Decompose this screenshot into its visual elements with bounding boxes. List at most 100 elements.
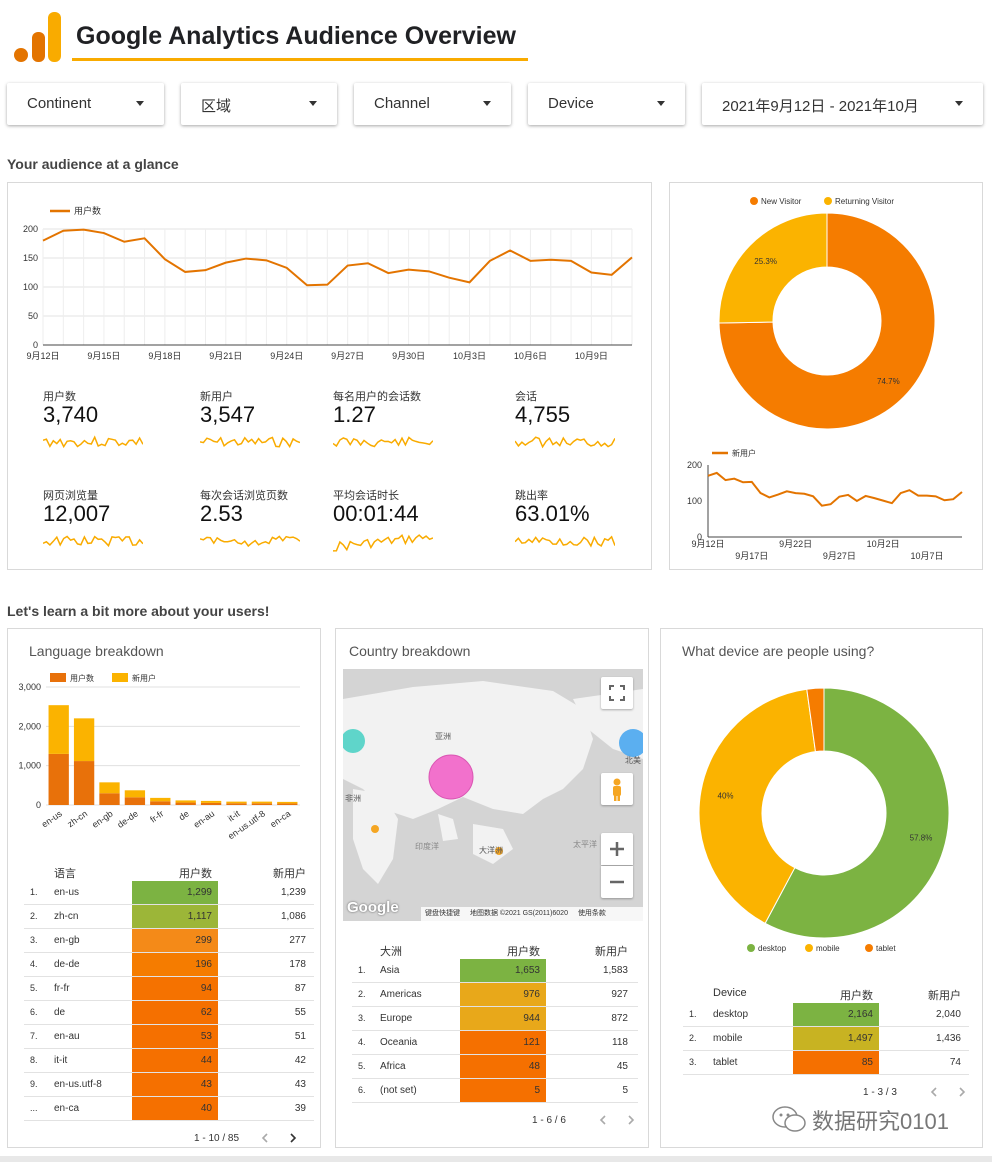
- bar-users-en-us: [48, 753, 69, 805]
- kpi-sparkline-6: [333, 534, 433, 552]
- date-range-filter[interactable]: 2021年9月12日 - 2021年10月: [702, 83, 983, 125]
- chevron-down-icon: [309, 101, 317, 106]
- row-users-cell: 2,164: [793, 1003, 879, 1026]
- row-name: en-au: [54, 1031, 80, 1042]
- row-index: 5.: [30, 983, 38, 993]
- x-tick-label: de: [177, 808, 191, 822]
- bar-newusers-en-au: [200, 800, 222, 803]
- table-row: 7. en-au 53 51: [24, 1025, 314, 1049]
- row-index: 3.: [689, 1057, 697, 1067]
- row-new-users: 1,086: [280, 911, 306, 922]
- row-name: mobile: [713, 1033, 743, 1044]
- row-name: de: [54, 1007, 66, 1018]
- legend-label: 新用户: [132, 673, 156, 683]
- legend-label: 新用户: [732, 448, 756, 458]
- x-tick-label: 10月9日: [575, 351, 608, 361]
- table-header-name: 语言: [54, 868, 76, 880]
- sparkline-path: [333, 436, 433, 448]
- x-tick-label: 9月15日: [87, 351, 120, 361]
- row-name: Asia: [380, 965, 400, 976]
- y-tick-label: 0: [36, 800, 41, 810]
- prev-page-button[interactable]: [927, 1085, 941, 1099]
- row-index: 4.: [30, 959, 38, 969]
- legend-label: Returning Visitor: [835, 197, 894, 206]
- x-tick-label: 10月7日: [910, 551, 943, 561]
- row-name: Europe: [380, 1013, 413, 1024]
- row-name: Americas: [380, 989, 422, 1000]
- legend-swatch: [50, 673, 66, 682]
- watermark-text: 数据研究0101: [812, 1109, 949, 1134]
- y-tick-label: 0: [697, 532, 702, 542]
- kpi-value-5: 2.53: [200, 501, 243, 526]
- next-page-button[interactable]: [624, 1113, 638, 1127]
- device-pie-chart: 57.8% 40% desktop mobile tablet: [698, 687, 950, 953]
- sparkline-path: [43, 535, 143, 548]
- ga-logo: [12, 10, 62, 64]
- table-row: 2. zh-cn 1,117 1,086: [24, 905, 314, 929]
- fullscreen-button[interactable]: [601, 677, 633, 709]
- zoom-out-button[interactable]: [601, 866, 633, 898]
- table-header-users: 用户数: [179, 868, 212, 880]
- terms-link[interactable]: 使用条款: [577, 910, 606, 917]
- pegman-button[interactable]: [601, 773, 633, 805]
- pie-label: 40%: [718, 791, 734, 800]
- region-filter[interactable]: 区域: [181, 83, 337, 125]
- row-index: 2.: [30, 911, 38, 921]
- row-users-cell: 1,497: [793, 1027, 879, 1050]
- y-tick-label: 150: [23, 253, 38, 263]
- row-new-users: 178: [289, 959, 306, 970]
- row-new-users: 5: [622, 1085, 628, 1096]
- table-row: 9. en-us.utf-8 43 43: [24, 1073, 314, 1097]
- table-header-new: 新用户: [273, 868, 306, 880]
- chevron-left-icon: [599, 1115, 606, 1125]
- row-users-cell: 44: [132, 1049, 218, 1072]
- bottom-divider: [0, 1156, 992, 1162]
- table-row: 8. it-it 44 42: [24, 1049, 314, 1073]
- x-tick-label: 10月6日: [514, 351, 547, 361]
- table-row: 5. Africa 48 45: [352, 1055, 638, 1079]
- zoom-in-button[interactable]: [601, 833, 633, 865]
- row-name: zh-cn: [54, 911, 79, 922]
- y-tick-label: 100: [23, 282, 38, 292]
- row-index: 5.: [358, 1061, 366, 1071]
- device-filter[interactable]: Device: [528, 83, 685, 125]
- row-users-cell: 62: [132, 1001, 218, 1024]
- google-map-brand: Google: [347, 899, 399, 916]
- pager-label: 1 - 10 / 85: [194, 1133, 240, 1144]
- chevron-down-icon: [136, 101, 144, 106]
- row-new-users: 43: [294, 1079, 306, 1090]
- row-new-users: 55: [294, 1007, 306, 1018]
- bar-newusers-en-ca: [277, 801, 298, 804]
- keyboard-shortcuts-link[interactable]: 键盘快捷键: [425, 910, 460, 917]
- kpi-value-7: 63.01%: [515, 501, 590, 526]
- country-table: 大洲 用户数 新用户 1. Asia 1,653 1,583 2. Americas 976 927…: [352, 939, 638, 1139]
- device-table: Device 用户数 新用户 1. desktop 2,164 2,040 2. mobile 1…: [683, 983, 969, 1143]
- prev-page-button[interactable]: [596, 1113, 610, 1127]
- channel-filter[interactable]: Channel: [354, 83, 511, 125]
- bar-users-fr-fr: [150, 801, 171, 805]
- row-users-cell: 196: [132, 953, 218, 976]
- next-page-button[interactable]: [955, 1085, 969, 1099]
- row-users-cell: 121: [460, 1031, 546, 1054]
- table-row: 2. Americas 976 927: [352, 983, 638, 1007]
- x-tick-label: it-it: [226, 808, 242, 823]
- map-data-text: 地图数据 ©2021 GS(2011)6020: [469, 910, 568, 917]
- x-tick-label: en-us: [40, 808, 65, 829]
- chevron-right-icon: [628, 1115, 635, 1125]
- continent-filter[interactable]: Continent: [7, 83, 164, 125]
- x-tick-label: 9月18日: [148, 351, 181, 361]
- next-page-button[interactable]: [286, 1131, 300, 1145]
- row-users-cell: 94: [132, 977, 218, 1000]
- kpi-label-5: 每次会话浏览页数: [200, 490, 288, 502]
- audience-glance-card: 200 150 100 50 0 9月12日 9月15日 9月18日 9月21日 9月24日 9月2…: [7, 182, 652, 570]
- y-tick-label: 200: [23, 224, 38, 234]
- bar-users-zh-cn: [73, 761, 95, 805]
- world-map[interactable]: 亚洲 非洲 大洋洲 太平洋 印度洋 北美 Google 键盘快捷键 地图数据 ©…: [343, 669, 643, 921]
- prev-page-button[interactable]: [258, 1131, 272, 1145]
- bar-users-en-au: [200, 802, 222, 805]
- row-index: 6.: [358, 1085, 366, 1095]
- kpi-label-7: 跳出率: [515, 490, 548, 502]
- table-header-users: 用户数: [507, 946, 540, 958]
